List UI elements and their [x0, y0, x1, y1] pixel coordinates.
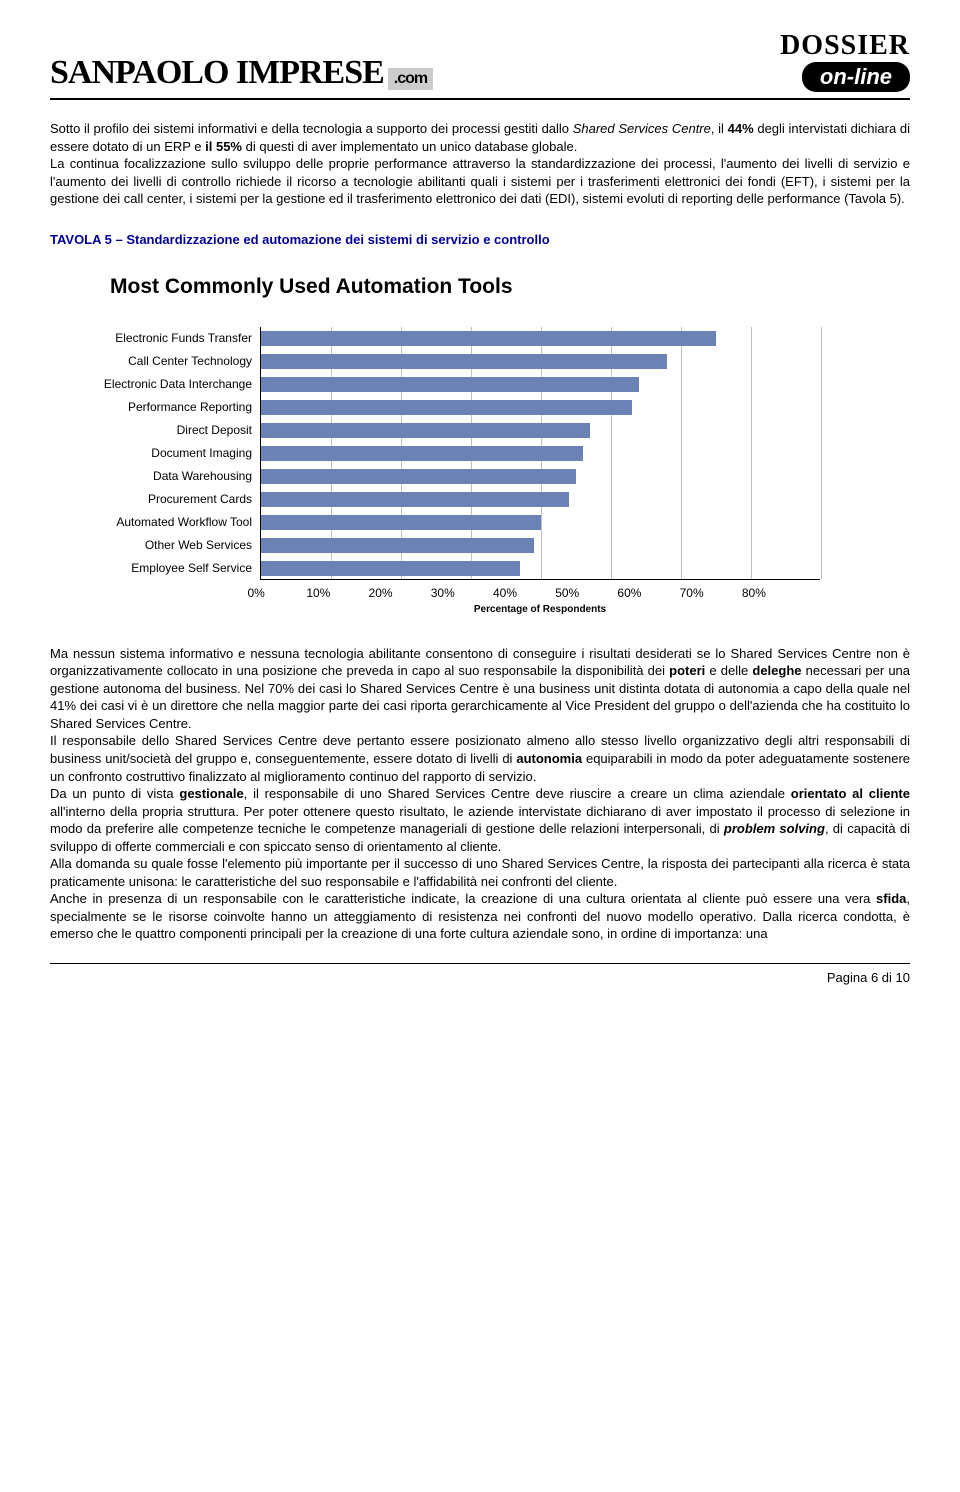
chart-xaxis-title: Percentage of Respondents [260, 604, 820, 615]
chart-gridline [821, 327, 822, 579]
tavola-5-heading: TAVOLA 5 – Standardizzazione ed automazi… [50, 232, 910, 247]
text: di questi di aver implementato un unico … [242, 139, 577, 154]
dossier-label: DOSSIER [780, 30, 910, 62]
chart-x-label: 0% [225, 586, 287, 600]
chart-bar [261, 469, 576, 484]
chart-bar [261, 377, 639, 392]
chart-y-label: Procurement Cards [50, 488, 260, 511]
text-bold: 44% [728, 121, 754, 136]
chart-x-label: 50% [536, 586, 598, 600]
chart-bar [261, 400, 632, 415]
chart-gridline [681, 327, 682, 579]
text-bold: autonomia [516, 751, 582, 766]
text-bold: poteri [669, 663, 705, 678]
chart-bar [261, 331, 716, 346]
chart-area: Electronic Funds TransferCall Center Tec… [50, 327, 910, 580]
chart-gridline [751, 327, 752, 579]
chart-y-label: Electronic Data Interchange [50, 373, 260, 396]
chart-x-label: 20% [349, 586, 411, 600]
chart-bar [261, 561, 520, 576]
chart-y-label: Performance Reporting [50, 396, 260, 419]
text: La continua focalizzazione sullo svilupp… [50, 156, 910, 206]
chart-x-label: 40% [474, 586, 536, 600]
chart-y-label: Document Imaging [50, 442, 260, 465]
text: , il responsabile di uno Shared Services… [244, 786, 791, 801]
chart-plot-area [260, 327, 820, 580]
chart-bar [261, 492, 569, 507]
chart-x-label: 10% [287, 586, 349, 600]
logo-sanpaolo: SANPAOLO IMPRESE .com [50, 54, 433, 92]
chart-y-label: Call Center Technology [50, 350, 260, 373]
online-badge: on-line [802, 62, 910, 92]
chart-y-label: Direct Deposit [50, 419, 260, 442]
text-bold: sfida [876, 891, 906, 906]
text: e delle [705, 663, 752, 678]
chart-bar [261, 446, 583, 461]
logo-suffix: .com [388, 68, 433, 90]
page-header: SANPAOLO IMPRESE .com DOSSIER on-line [50, 30, 910, 100]
chart-x-label: 30% [412, 586, 474, 600]
chart-y-labels: Electronic Funds TransferCall Center Tec… [50, 327, 260, 580]
dossier-block: DOSSIER on-line [780, 30, 910, 92]
chart-bar [261, 538, 534, 553]
text-bold: gestionale [179, 786, 243, 801]
chart-y-label: Employee Self Service [50, 557, 260, 580]
chart-title: Most Commonly Used Automation Tools [110, 275, 910, 299]
chart-bar [261, 515, 541, 530]
automation-tools-chart: Most Commonly Used Automation Tools Elec… [50, 275, 910, 615]
chart-x-labels: 0%10%20%30%40%50%60%70%80% [260, 580, 820, 600]
chart-x-label: 70% [661, 586, 723, 600]
intro-paragraph: Sotto il profilo dei sistemi informativi… [50, 120, 910, 208]
text: Anche in presenza di un responsabile con… [50, 891, 876, 906]
logo-main-text: SANPAOLO IMPRESE [50, 54, 384, 92]
chart-y-label: Data Warehousing [50, 465, 260, 488]
chart-bar [261, 423, 590, 438]
text: , il [711, 121, 728, 136]
text-bold: orientato al cliente [791, 786, 910, 801]
text-bold-italic: problem solving [724, 821, 825, 836]
chart-x-label: 80% [723, 586, 785, 600]
text-italic: Shared Services Centre [573, 121, 711, 136]
chart-bar [261, 354, 667, 369]
body-paragraph-2: Ma nessun sistema informativo e nessuna … [50, 645, 910, 943]
text: Sotto il profilo dei sistemi informativi… [50, 121, 573, 136]
text: Da un punto di vista [50, 786, 179, 801]
text: Alla domanda su quale fosse l'elemento p… [50, 856, 910, 889]
chart-y-label: Electronic Funds Transfer [50, 327, 260, 350]
chart-y-label: Other Web Services [50, 534, 260, 557]
page-footer: Pagina 6 di 10 [50, 963, 910, 985]
chart-x-label: 60% [598, 586, 660, 600]
text-bold: il 55% [205, 139, 242, 154]
text-bold: deleghe [752, 663, 801, 678]
chart-y-label: Automated Workflow Tool [50, 511, 260, 534]
